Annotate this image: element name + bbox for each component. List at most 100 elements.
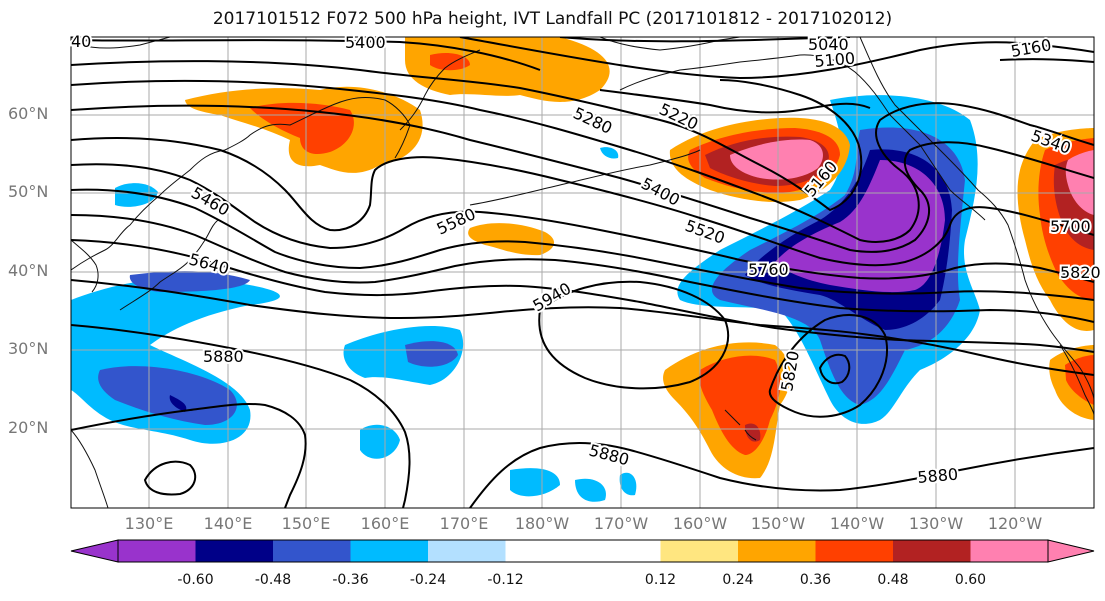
coastline-north-asia [71,37,171,49]
colorbar-bin [505,540,584,562]
lon-label-150e: 150°E [281,514,331,533]
colorbar-tick-label: 0.60 [954,572,987,588]
contour-5100 [459,37,1094,80]
negative-region-east-5 [600,147,619,159]
coastlines [71,37,1094,508]
contour-5880-east [818,353,851,385]
coastline-korea [71,239,99,293]
colorbar-tick-label: 0.48 [877,572,909,588]
contour-5940 [538,280,730,390]
lon-label-180w: 180°W [514,514,570,533]
plot-frame [70,36,1095,509]
lat-label-50n: 50°N [8,182,49,201]
contour-5640 [71,214,1094,323]
colorbar-tick-label: 0.24 [722,572,754,588]
contour-5520 [71,163,1094,283]
contour-5880-west [71,402,307,508]
colorbar-bin [660,540,739,562]
lat-label-60n: 60°N [8,104,49,123]
lon-label-170e: 170°E [439,514,489,533]
colorbar-bin [350,540,429,562]
colorbar-bin [970,540,1049,562]
positive-region-hawaii-2 [699,355,781,455]
colorbar-tick-label: -0.12 [487,572,524,588]
contour-5880-loop [143,460,197,496]
coastline-hawaii [724,409,757,441]
negative-region-small-5 [169,395,187,412]
negative-region-central [343,325,464,385]
contour-5880-central [469,441,1094,508]
contour-5820-east [768,314,889,418]
colorbar-tick-label: 0.36 [799,572,832,588]
lon-label-160e: 160°E [360,514,410,533]
positive-region-small-central [468,223,555,256]
contour-5280 [71,60,863,212]
negative-region-small-2 [510,468,560,497]
positive-region-west-inner [250,102,354,155]
colorbar-bin [273,540,351,562]
lat-label-20n: 20°N [8,418,49,437]
colorbar-bin [815,540,894,562]
ivt-shading [71,37,1094,502]
height-contours [71,37,1094,508]
negative-region-small-3 [575,478,606,502]
coastline-aleutians [469,149,701,206]
lon-label-130w: 130°W [908,514,964,533]
colorbar-tick-label: -0.48 [254,572,292,588]
colorbar-bin [738,540,816,562]
negative-region-small-4 [619,472,637,496]
coastline-kamchatka [399,49,481,131]
negative-region-small-1 [360,424,400,459]
coastline-baja [1059,344,1094,416]
colorbar-bin [195,540,274,562]
negative-region-west-inner [98,366,237,425]
positive-region-hawaii-3 [745,423,761,442]
colorbar-tick-label: -0.60 [177,572,214,588]
coastline-east-asia [71,96,411,271]
negative-region-central-inner [405,341,458,367]
coastline-alaska [619,54,986,221]
colorbar-frame [117,539,1049,563]
colorbar-tick-label: 0.12 [644,572,677,588]
colorbar-bin [118,540,196,562]
lat-label-30n: 30°N [8,339,49,358]
coastline-japan [119,219,219,311]
lon-label-150w: 150°W [750,514,806,533]
coastline-philippines [71,429,109,508]
lon-label-170w: 170°W [593,514,649,533]
positive-region-us-west-4 [1065,150,1094,215]
contour-5580 [71,188,1094,301]
lon-label-140w: 140°W [829,514,885,533]
contour-5760 [71,279,1094,376]
positive-region-north [405,37,610,102]
contour-5220 [599,89,871,114]
colorbar [70,539,1095,563]
negative-region-west-2 [129,271,250,292]
lon-label-160w: 160°W [672,514,728,533]
lon-label-130e: 130°E [124,514,174,533]
coastline-north-america-top [599,37,741,51]
colorbar-tick-label: -0.36 [332,572,369,588]
negative-region-west-3 [115,183,158,207]
contour-5160 [999,58,1094,63]
lat-label-40n: 40°N [8,261,49,280]
map-title: 2017101512 F072 500 hPa height, IVT Land… [212,9,893,29]
colorbar-extend-max [1047,539,1095,563]
contour-5820-west [71,324,411,508]
lon-label-120w: 120°W [987,514,1043,533]
colorbar-tick-label: -0.24 [409,572,447,588]
positive-region-alaska-4 [730,139,823,180]
contour-5340 [71,79,1094,243]
positive-region-north-inner [430,53,470,71]
contour-5400 [71,104,1094,253]
colorbar-bin [428,540,506,562]
coastline-canada [859,37,1094,401]
colorbar-bin [893,540,971,562]
colorbar-bin [583,540,661,562]
colorbar-extend-min [70,539,119,563]
lon-label-140e: 140°E [203,514,253,533]
contour-5040 [559,37,851,43]
contour-5400-top [71,39,541,71]
contour-5460 [71,137,1094,267]
